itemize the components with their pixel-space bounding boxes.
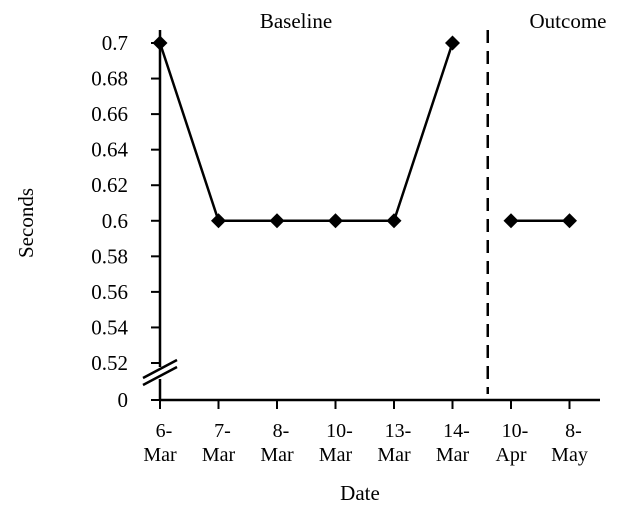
x-tick-label: 8-: [565, 420, 582, 442]
x-tick-label: Mar: [377, 444, 411, 466]
y-tick-label: 0.68: [91, 67, 128, 91]
phase-label-baseline: Baseline: [260, 9, 332, 33]
data-point-marker: [152, 35, 168, 51]
axis-break-mark: [142, 358, 178, 380]
y-tick-label: 0.66: [91, 102, 128, 126]
x-tick-label: Mar: [260, 444, 294, 466]
x-tick-label: Mar: [202, 444, 236, 466]
x-tick-label: May: [551, 444, 588, 466]
x-tick-label: 7-: [214, 420, 231, 442]
y-tick-label: 0.62: [91, 173, 128, 197]
x-tick-label: 6-: [156, 420, 173, 442]
x-tick-label: 10-: [502, 420, 529, 442]
axis-break-mark: [142, 365, 178, 387]
data-point-marker: [328, 213, 343, 229]
x-tick-label: Mar: [319, 444, 353, 466]
data-point-marker: [386, 213, 402, 229]
x-tick-label: 13-: [385, 420, 412, 442]
data-point-marker: [445, 35, 460, 51]
data-point-marker: [562, 213, 577, 229]
x-tick-label: 8-: [273, 420, 290, 442]
series-line: [158, 42, 454, 223]
data-point-marker: [211, 213, 226, 229]
x-tick-label: 14-: [443, 420, 470, 442]
y-tick-label: 0: [118, 388, 129, 412]
data-point-marker: [503, 213, 519, 229]
phase-label-outcome: Outcome: [530, 9, 607, 33]
x-axis-title: Date: [340, 481, 380, 505]
y-tick-label: 0.56: [91, 280, 128, 304]
x-tick-label: Mar: [143, 444, 177, 466]
plot-area: 0.7 0.68 0.66 0.64 0.62 0.6 0.58 0.56 0.54 0.52 0 6…: [91, 9, 606, 466]
x-tick-label: Apr: [495, 444, 526, 466]
y-tick-label: 0.6: [102, 209, 128, 233]
y-axis-title: Seconds: [14, 188, 38, 258]
y-tick-label: 0.7: [102, 31, 128, 55]
y-tick-label: 0.58: [91, 244, 128, 268]
y-tick-label: 0.64: [91, 138, 128, 162]
y-tick-label: 0.54: [91, 315, 128, 339]
x-tick-label: 10-: [326, 420, 353, 442]
x-tick-label: Mar: [436, 444, 470, 466]
y-tick-label: 0.52: [91, 351, 128, 375]
data-point-marker: [269, 213, 285, 229]
